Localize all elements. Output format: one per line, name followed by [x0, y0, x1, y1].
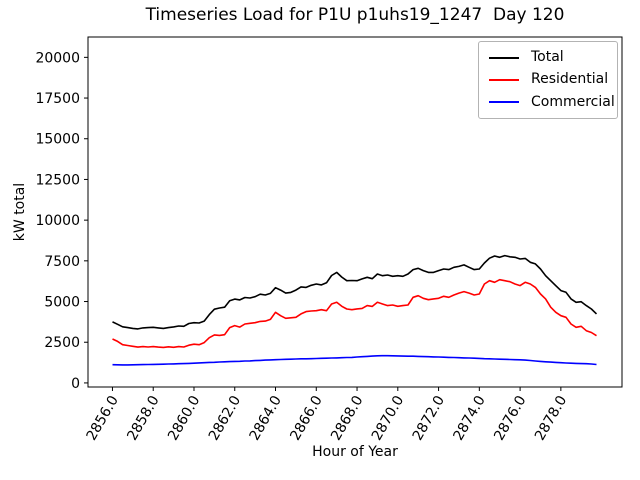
legend-item-total: Total	[489, 49, 607, 65]
y-tick-label: 17500	[35, 91, 80, 107]
series-total	[112, 254, 598, 330]
y-tick-label: 2500	[44, 335, 80, 351]
x-tick-label: 2870.0	[369, 393, 407, 443]
y-tick-label: 0	[71, 376, 80, 392]
x-tick-label: 2862.0	[206, 393, 244, 443]
legend-line-total	[489, 56, 519, 59]
y-axis-label: kW total	[12, 182, 28, 242]
x-tick-label: 2868.0	[328, 393, 366, 443]
axes-frame	[87, 36, 623, 388]
chart-title: Timeseries Load for P1U p1uhs19_1247 Day…	[145, 5, 565, 25]
series-residential	[112, 278, 597, 349]
y-tick-label: 15000	[35, 132, 80, 148]
legend: Total Residential Commercial	[478, 41, 618, 120]
x-tick-label: 2878.0	[532, 393, 570, 443]
y-tick-label: 5000	[44, 295, 80, 311]
y-tick-label: 7500	[44, 254, 80, 270]
x-axis-label: Hour of Year	[312, 444, 398, 460]
x-tick-label: 2876.0	[491, 393, 529, 443]
legend-item-residential: Residential	[489, 71, 609, 88]
legend-label-total: Total	[531, 49, 564, 65]
series-commercial	[112, 354, 597, 366]
x-tick-label: 2858.0	[124, 393, 162, 443]
legend-line-residential	[489, 79, 519, 82]
legend-label-residential: Residential	[531, 71, 609, 88]
y-tick-label: 12500	[35, 172, 80, 188]
x-tick-label: 2874.0	[450, 393, 488, 443]
y-tick-label: 20000	[35, 50, 80, 66]
legend-label-commercial: Commercial	[531, 93, 615, 110]
y-tick-label: 10000	[35, 213, 80, 229]
legend-line-commercial	[489, 101, 519, 104]
x-tick-label: 2866.0	[287, 393, 325, 443]
x-tick-label: 2860.0	[165, 393, 203, 443]
x-tick-label: 2856.0	[84, 393, 122, 443]
x-tick-label: 2872.0	[410, 393, 448, 443]
legend-item-commercial: Commercial	[489, 94, 615, 110]
x-tick-label: 2864.0	[247, 393, 285, 443]
